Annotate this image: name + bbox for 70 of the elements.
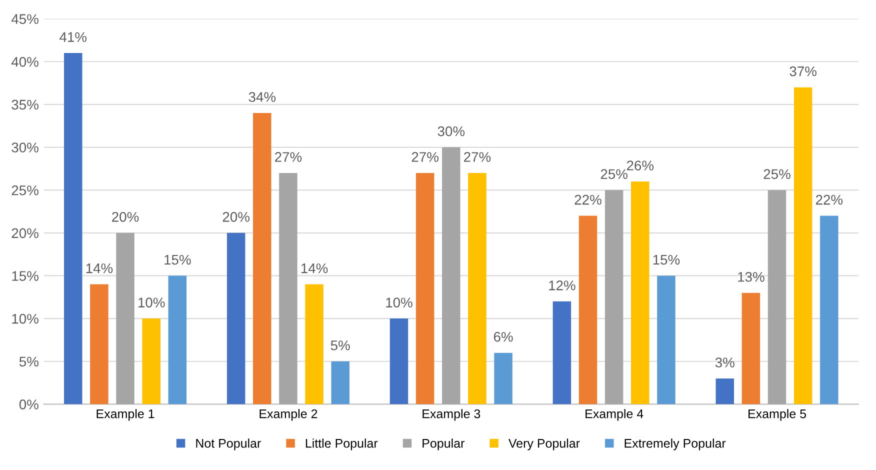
data-label: 34% xyxy=(248,92,276,102)
bar xyxy=(494,352,512,404)
bar xyxy=(768,190,786,404)
data-label: 26% xyxy=(626,160,654,170)
data-label: 6% xyxy=(494,332,513,342)
legend-label: Extremely Popular xyxy=(624,438,726,450)
data-label: 13% xyxy=(738,272,764,282)
data-label: 20% xyxy=(112,212,139,222)
legend-label: Popular xyxy=(422,438,464,450)
data-label: 5% xyxy=(330,340,350,350)
bar xyxy=(468,172,486,404)
bar xyxy=(116,232,134,404)
data-label: 3% xyxy=(715,358,734,368)
x-tick-label: Example 4 xyxy=(586,409,644,421)
data-label: 27% xyxy=(275,152,302,162)
y-tick-label: 40% xyxy=(11,56,38,67)
data-label: 20% xyxy=(222,212,250,222)
y-tick-label: 0% xyxy=(19,400,38,410)
x-tick-label: Example 5 xyxy=(748,409,806,421)
x-tick-label: Example 1 xyxy=(96,409,154,421)
bar xyxy=(226,232,246,404)
data-label: 41% xyxy=(60,32,87,42)
legend-label: Little Popular xyxy=(306,438,378,450)
data-label: 14% xyxy=(86,263,113,274)
bar xyxy=(604,190,624,404)
data-label: 12% xyxy=(549,280,576,290)
y-tick-label: 30% xyxy=(12,142,38,152)
data-label: 15% xyxy=(653,254,680,265)
bar xyxy=(631,182,650,404)
legend-label: Very Popular xyxy=(508,438,580,450)
bar xyxy=(90,284,108,404)
data-label: 22% xyxy=(816,194,843,205)
data-label: 37% xyxy=(790,66,816,76)
bar xyxy=(142,318,160,404)
data-label: 25% xyxy=(600,169,628,180)
bar xyxy=(578,216,598,404)
bar xyxy=(64,53,82,404)
bar xyxy=(820,216,838,404)
bar xyxy=(442,147,460,404)
x-tick-label: Example 2 xyxy=(260,409,318,421)
data-label: 30% xyxy=(438,126,465,136)
bar xyxy=(279,172,298,404)
data-label: 15% xyxy=(164,254,191,265)
data-label: 25% xyxy=(764,169,790,180)
bar xyxy=(168,276,187,404)
y-tick-label: 35% xyxy=(12,100,38,110)
y-tick-label: 20% xyxy=(12,228,38,238)
bar xyxy=(552,301,572,404)
bar xyxy=(331,361,350,404)
bar xyxy=(390,318,408,404)
legend-label: Not Popular xyxy=(196,438,261,450)
bar xyxy=(716,378,734,404)
bar xyxy=(416,172,434,404)
bar xyxy=(794,87,812,404)
y-tick-label: 10% xyxy=(12,314,38,324)
y-tick-label: 5% xyxy=(19,356,38,367)
data-label: 14% xyxy=(301,263,328,274)
bar xyxy=(253,113,272,404)
bar xyxy=(305,284,324,404)
y-tick-label: 15% xyxy=(12,271,38,281)
bar xyxy=(742,292,760,404)
data-label: 22% xyxy=(574,194,602,205)
data-label: 10% xyxy=(386,298,412,308)
data-label: 10% xyxy=(138,298,165,308)
x-tick-label: Example 3 xyxy=(422,409,480,421)
bar xyxy=(657,276,676,404)
y-tick-label: 25% xyxy=(12,185,38,196)
data-label: 27% xyxy=(412,152,438,162)
y-tick-label: 45% xyxy=(11,14,38,24)
data-label: 27% xyxy=(464,152,491,162)
